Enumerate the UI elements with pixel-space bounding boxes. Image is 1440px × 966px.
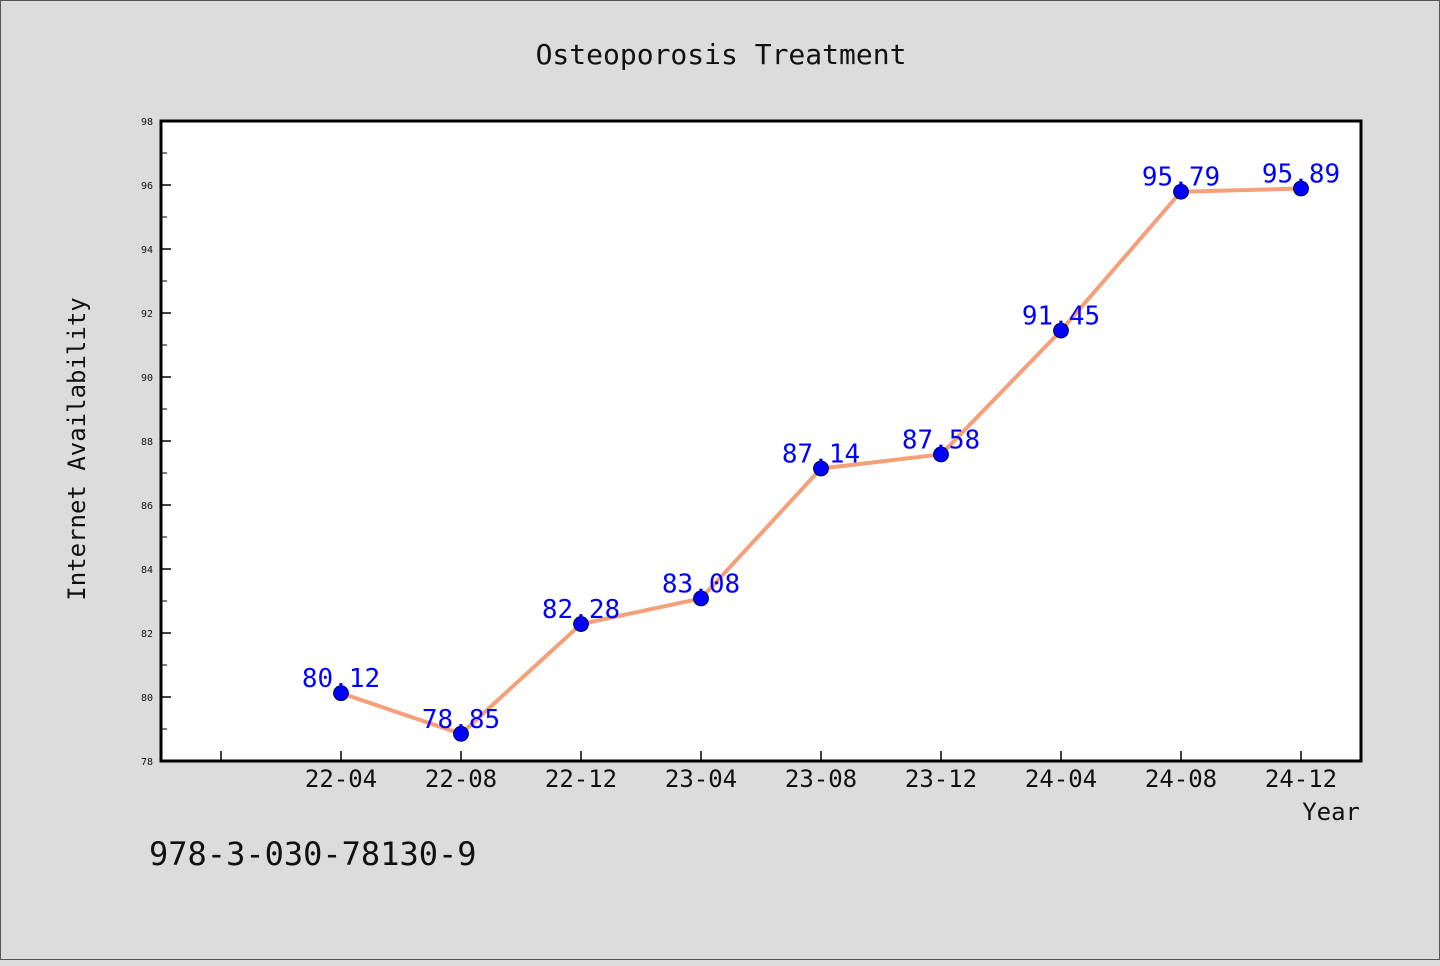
data-point-marker: [333, 685, 349, 702]
y-tick-label: 80: [141, 693, 153, 704]
data-label: 95.89: [1262, 160, 1340, 190]
y-tick-label: 86: [141, 501, 153, 512]
x-tick-label: 22-12: [545, 765, 617, 793]
x-axis-label: Year: [1302, 798, 1360, 826]
data-point-marker: [1053, 322, 1069, 339]
y-tick-label: 84: [141, 565, 153, 576]
y-tick-label: 82: [141, 629, 153, 640]
x-tick-label: 24-12: [1265, 765, 1337, 793]
y-tick-label: 98: [141, 117, 153, 128]
y-tick-label: 96: [141, 181, 153, 192]
x-tick-label: 23-04: [665, 765, 737, 793]
data-label: 83.08: [662, 569, 740, 599]
data-point-marker: [1173, 183, 1189, 200]
data-label: 87.14: [782, 440, 860, 470]
data-point-marker: [573, 616, 589, 632]
data-point-marker: [693, 590, 709, 607]
series-line: 80.12 78.85 82.28 83.08 87.14 87.58 91.45 95.79…: [302, 160, 1340, 742]
x-axis: 22-04 22-08 22-12 23-04 23-08 23-12 24-04 24-08…: [220, 751, 1337, 793]
chart-title: Osteoporosis Treatment: [536, 38, 907, 71]
y-axis-label: Internet Availability: [63, 297, 91, 600]
data-point-marker: [813, 460, 829, 477]
y-axis: 78 80 82 84 86 88 90 92 94 96 98: [141, 117, 171, 768]
plot-area: [159, 119, 1363, 763]
x-tick-label: 22-04: [305, 765, 377, 793]
x-tick-label: 24-08: [1145, 765, 1217, 793]
x-tick-label: 23-08: [785, 765, 857, 793]
y-tick-label: 88: [141, 437, 153, 448]
isbn-annotation: 978-3-030-78130-9: [149, 835, 477, 873]
data-point-marker: [453, 725, 469, 742]
data-label: 95.79: [1142, 163, 1220, 193]
x-tick-label: 22-08: [425, 765, 497, 793]
y-tick-label: 92: [141, 309, 153, 320]
data-label: 80.12: [302, 664, 380, 694]
y-tick-label: 90: [141, 373, 153, 384]
data-point-marker: [1293, 180, 1309, 197]
data-label: 78.85: [422, 705, 500, 735]
y-tick-label: 94: [141, 245, 153, 256]
data-point-marker: [933, 446, 949, 463]
data-label: 82.28: [542, 595, 620, 625]
data-label: 91.45: [1022, 302, 1100, 332]
y-tick-label: 78: [141, 757, 153, 768]
x-tick-label: 24-04: [1025, 765, 1097, 793]
x-tick-label: 23-12: [905, 765, 977, 793]
data-label: 87.58: [902, 425, 980, 455]
